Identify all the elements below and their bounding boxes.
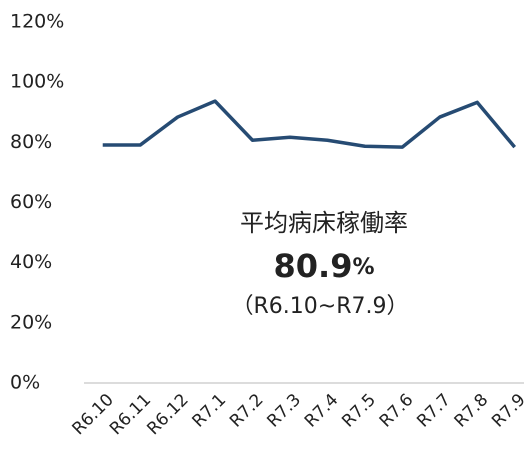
x-tick-label: R7.2 — [226, 390, 268, 432]
x-tick-label: R7.8 — [451, 390, 493, 432]
x-tick-label: R7.9 — [488, 390, 524, 432]
average-value: 80.9 — [274, 247, 353, 285]
y-tick-label: 20% — [10, 311, 52, 333]
x-tick-label: R7.4 — [301, 390, 343, 432]
annotation-title: 平均病床稼働率 — [240, 209, 408, 237]
x-tick-label: R7.5 — [338, 390, 380, 432]
y-tick-label: 0% — [10, 372, 40, 394]
annotation-period: （R6.10~R7.9） — [232, 294, 409, 319]
average-unit: % — [352, 255, 374, 280]
y-tick-label: 60% — [10, 191, 52, 213]
y-tick-label: 120% — [10, 11, 64, 33]
y-tick-label: 40% — [10, 251, 52, 273]
line-series — [102, 99, 517, 149]
annotation-value: 80.9% — [274, 247, 375, 285]
x-tick-label: R7.1 — [189, 390, 231, 432]
y-tick-label: 100% — [10, 71, 64, 93]
x-tick-label: R7.7 — [413, 390, 455, 432]
x-tick-label: R6.10 — [69, 390, 118, 439]
y-tick-label: 80% — [10, 131, 52, 153]
x-tick-label: R6.11 — [106, 390, 155, 439]
x-tick-label: R7.3 — [263, 390, 305, 432]
x-tick-label: R7.6 — [376, 390, 418, 432]
x-tick-label: R6.12 — [143, 390, 192, 439]
